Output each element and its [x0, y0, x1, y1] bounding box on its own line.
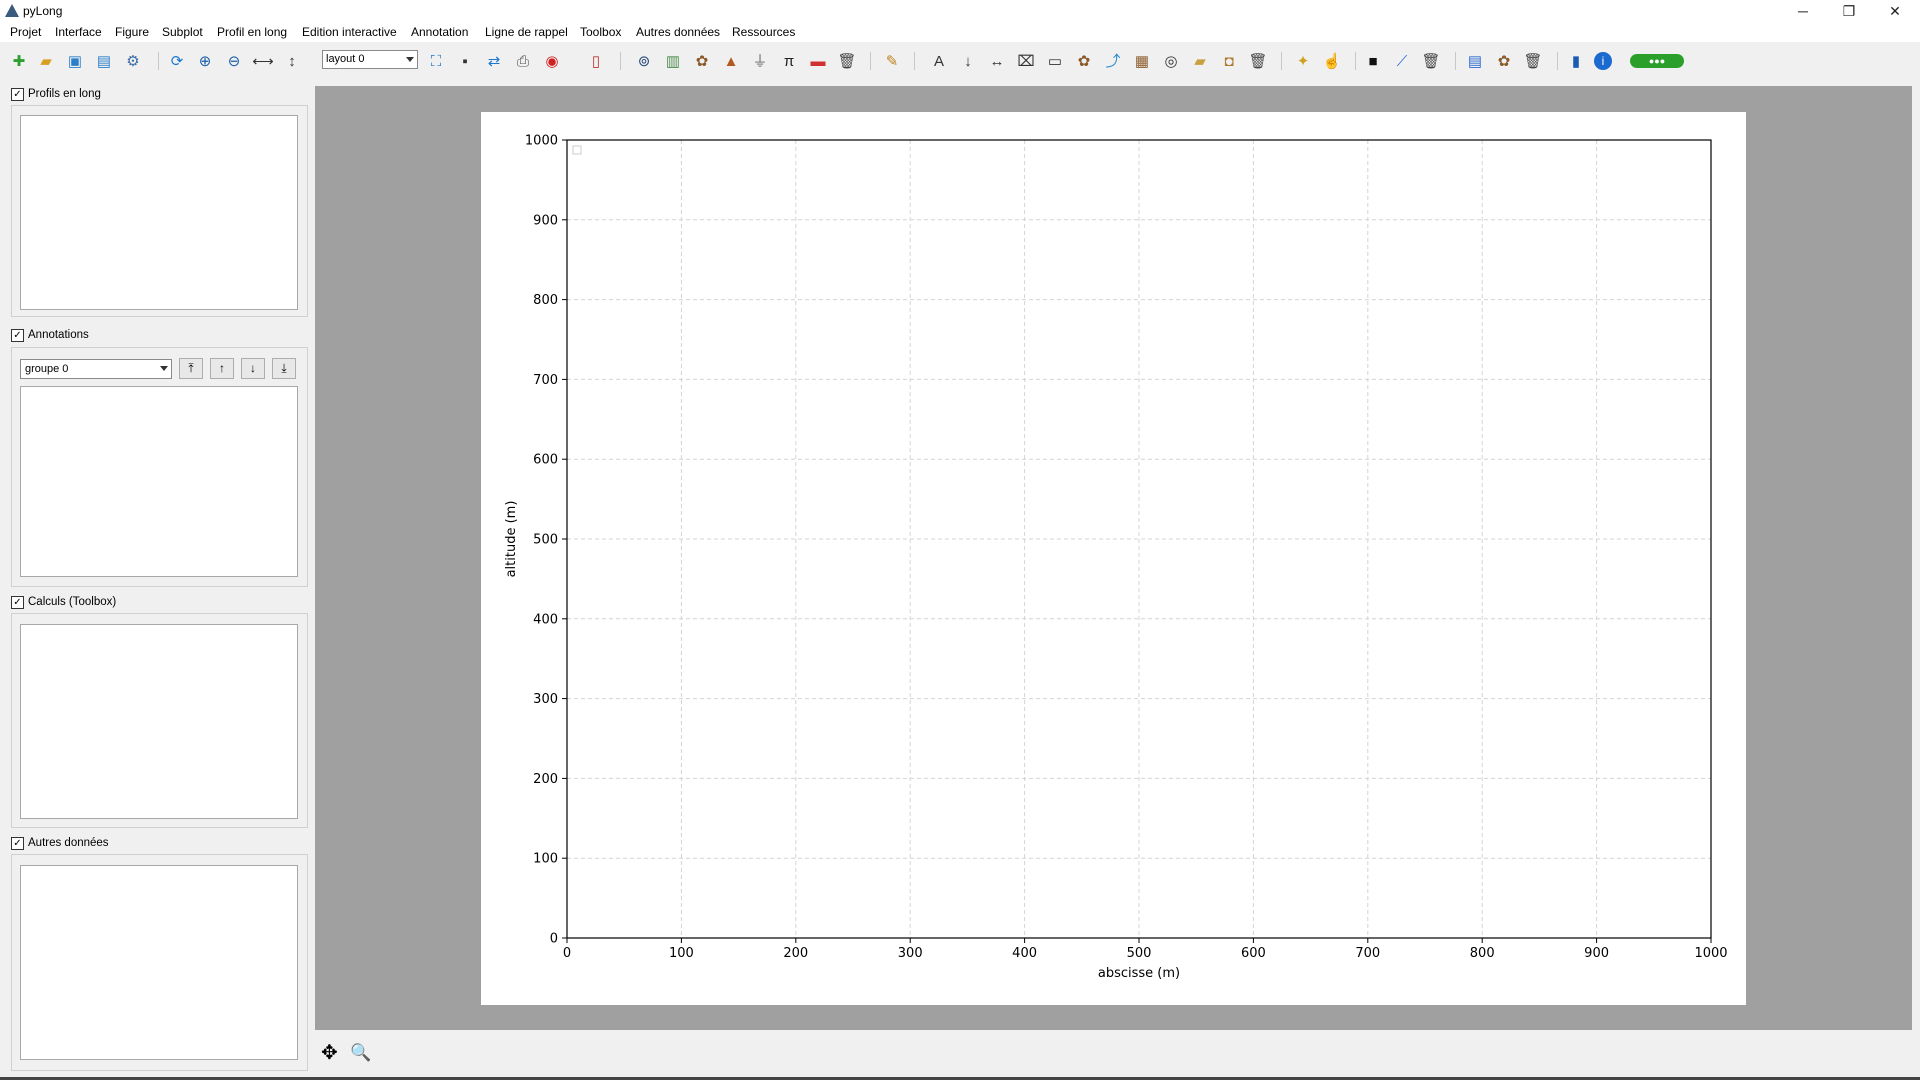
vertical-measure-icon[interactable]: ↕: [288, 52, 296, 70]
layout-select-value: layout 0: [326, 53, 365, 65]
x-tick-label: 200: [783, 946, 808, 961]
app-logo-icon: [5, 4, 19, 17]
annotations-list[interactable]: [20, 386, 298, 577]
x-axis-label: abscisse (m): [1098, 966, 1180, 981]
move-top-button[interactable]: ⤒: [179, 358, 203, 379]
y-axis-label: altitude (m): [504, 501, 519, 578]
y-tick-label: 700: [533, 373, 558, 388]
layout-select[interactable]: layout 0: [322, 50, 418, 69]
save-as-icon[interactable]: ▤: [96, 52, 112, 70]
annotations-section-label: Annotations: [28, 329, 89, 341]
y-tick-label: 400: [533, 612, 558, 627]
calculs-section-header[interactable]: ✓ Calculs (Toolbox): [11, 594, 116, 610]
x-tick-label: 1000: [1694, 946, 1727, 961]
calculs-list[interactable]: [20, 624, 298, 819]
x-tick-label: 0: [563, 946, 571, 961]
figure[interactable]: 0 100 200 300 400 500 600 700 800 900 1000 0 100 200 3…: [481, 112, 1746, 1005]
y-tick-label: 800: [533, 293, 558, 308]
menu-ressources[interactable]: Ressources: [732, 25, 796, 39]
menu-bar: Projet Interface Figure Subplot Profil e…: [0, 22, 1920, 42]
window-bottom-border: [0, 1077, 1920, 1080]
annotation-group-select[interactable]: groupe 0: [20, 359, 172, 379]
annotations-section-header[interactable]: ✓ Annotations: [11, 327, 89, 343]
window-title: pyLong: [23, 4, 63, 18]
menu-edition-interactive[interactable]: Edition interactive: [302, 25, 397, 39]
menu-profil-en-long[interactable]: Profil en long: [217, 25, 288, 39]
x-tick-label: 900: [1584, 946, 1609, 961]
y-tick-label: 600: [533, 453, 558, 468]
menu-interface[interactable]: Interface: [55, 25, 102, 39]
open-folder-icon[interactable]: ▰: [40, 52, 52, 70]
y-tick-label: 100: [533, 852, 558, 867]
x-tick-label: 600: [1241, 946, 1266, 961]
calculs-checkbox[interactable]: ✓: [11, 595, 24, 609]
menu-toolbox[interactable]: Toolbox: [580, 25, 622, 39]
x-tick-label: 700: [1355, 946, 1380, 961]
move-bottom-button[interactable]: ⤓: [272, 358, 296, 379]
autres-checkbox[interactable]: ✓: [11, 836, 24, 850]
pan-icon[interactable]: ✥: [321, 1042, 338, 1064]
legend-box: [572, 145, 582, 155]
autres-section-header[interactable]: ✓ Autres données: [11, 835, 109, 851]
annotations-checkbox[interactable]: ✓: [11, 328, 24, 342]
move-down-button[interactable]: ↓: [241, 358, 265, 379]
y-tick-label: 500: [533, 533, 558, 548]
maximize-button[interactable]: ❐: [1842, 3, 1856, 19]
profiles-checkbox[interactable]: ✓: [11, 87, 24, 101]
settings-link-icon[interactable]: ⚙: [126, 52, 140, 70]
profiles-section-header[interactable]: ✓ Profils en long: [11, 86, 101, 102]
toolbar: ✚ ▰ ▣ ▤ ⚙ ⟳ ⊕ ⊖ ⟷ ↕: [0, 44, 1920, 78]
title-bar: pyLong ─ ❐ ✕: [0, 0, 1920, 22]
save-icon[interactable]: ▣: [67, 52, 83, 70]
y-tick-label: 900: [533, 213, 558, 228]
plot[interactable]: 0 100 200 300 400 500 600 700 800 900 1000 0 100 200 3…: [481, 112, 1746, 1005]
menu-subplot[interactable]: Subplot: [162, 25, 203, 39]
x-tick-label: 800: [1470, 946, 1495, 961]
y-tick-label: 0: [550, 932, 558, 947]
x-tick-label: 100: [669, 946, 694, 961]
chevron-down-icon: [160, 366, 168, 371]
y-tick-label: 200: [533, 772, 558, 787]
y-tick-label: 300: [533, 692, 558, 707]
close-button[interactable]: ✕: [1889, 3, 1901, 19]
menu-ligne-de-rappel[interactable]: Ligne de rappel: [485, 25, 568, 39]
refresh-view-icon[interactable]: ⟳: [170, 52, 184, 70]
chevron-down-icon: [406, 57, 414, 62]
menu-autres-donnees[interactable]: Autres données: [636, 25, 721, 39]
autres-section-label: Autres données: [28, 837, 109, 849]
annotation-group-value: groupe 0: [25, 363, 69, 375]
profiles-section-label: Profils en long: [28, 88, 101, 100]
x-tick-label: 500: [1127, 946, 1152, 961]
horizontal-measure-icon[interactable]: ⟷: [252, 52, 274, 70]
menu-figure[interactable]: Figure: [115, 25, 150, 39]
calculs-section-label: Calculs (Toolbox): [28, 596, 117, 608]
zoom-icon[interactable]: 🔍: [350, 1043, 372, 1062]
new-project-icon[interactable]: ✚: [12, 52, 26, 70]
move-up-button[interactable]: ↑: [210, 358, 234, 379]
menu-annotation[interactable]: Annotation: [411, 25, 469, 39]
minimize-button[interactable]: ─: [1798, 3, 1808, 19]
menu-projet[interactable]: Projet: [10, 25, 42, 39]
zoom-out-icon[interactable]: ⊖: [227, 52, 241, 70]
autres-list[interactable]: [20, 865, 298, 1060]
y-tick-label: 1000: [525, 134, 558, 149]
profiles-list[interactable]: [20, 115, 298, 310]
x-tick-label: 300: [898, 946, 923, 961]
zoom-in-icon[interactable]: ⊕: [198, 52, 212, 70]
x-tick-label: 400: [1012, 946, 1037, 961]
